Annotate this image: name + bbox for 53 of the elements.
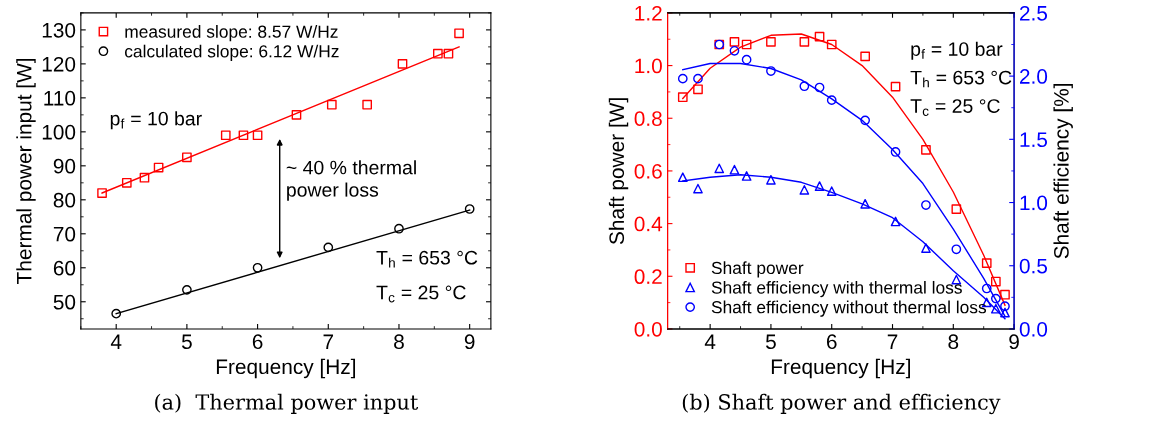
y2-tick-label: 0.0 bbox=[1019, 321, 1048, 337]
y-tick-label: 50 bbox=[53, 294, 76, 310]
y2-tick-label: 0.5 bbox=[1019, 258, 1048, 274]
x-tick-label: 6 bbox=[826, 334, 837, 350]
y-tick-label: 1.0 bbox=[635, 58, 662, 74]
y-tick-label: 1.2 bbox=[635, 5, 662, 21]
y-tick-label: 110 bbox=[44, 90, 76, 106]
y-tick-label: 0.8 bbox=[634, 111, 662, 126]
x-tick-label: 8 bbox=[948, 334, 959, 350]
x-tick-label: 4 bbox=[110, 334, 122, 349]
y-tick-label: 60 bbox=[53, 260, 76, 276]
x-tick-label: 6 bbox=[252, 334, 263, 350]
y-tick-label: 0.2 bbox=[634, 269, 662, 285]
annotation: T$_{h}$ = 653 °C bbox=[910, 70, 1012, 88]
x-tick-label: 5 bbox=[181, 334, 192, 350]
y-tick-label: 130 bbox=[42, 22, 76, 38]
y-tick-label: 0.6 bbox=[634, 163, 662, 179]
y-axis-title: Thermal power input [W] bbox=[16, 58, 36, 284]
legend-label: calculated slope: 6.12 W/Hz bbox=[124, 44, 339, 61]
legend-label: measured slope: 8.57 W/Hz bbox=[125, 25, 338, 42]
text: (a) Thermal power input bbox=[155, 393, 419, 414]
x-tick-label: 9 bbox=[1009, 334, 1019, 350]
y-tick-label: 0.4 bbox=[634, 216, 663, 232]
y-tick-label: 120 bbox=[42, 56, 76, 72]
x-tick-label: 7 bbox=[323, 334, 334, 349]
annotation: T$_{c}$ = 25 °C bbox=[376, 285, 466, 303]
y-tick-label: 0.0 bbox=[634, 321, 662, 337]
text: (b) Shaft power and efficiency bbox=[682, 393, 1001, 415]
y2-axis-title: Shaft efficiency [%] bbox=[1053, 84, 1073, 259]
y-tick-label: 100 bbox=[42, 124, 76, 140]
annotation: p$_{f}$ = 10 bar bbox=[911, 41, 1003, 60]
legend-label: Shaft power bbox=[711, 261, 804, 278]
y-axis-title: Shaft power [W] bbox=[608, 98, 629, 245]
x-tick-label: 5 bbox=[765, 334, 776, 350]
legend-label: Shaft efficiency without thermal loss bbox=[711, 300, 987, 317]
y2-tick-label: 2.5 bbox=[1020, 5, 1048, 21]
x-tick-label: 9 bbox=[464, 334, 475, 350]
y2-tick-label: 2.0 bbox=[1020, 69, 1048, 84]
annotation: T$_{h}$ = 653 °C bbox=[376, 250, 478, 268]
legend-label: Shaft efficiency with thermal loss bbox=[711, 280, 962, 298]
x-axis-title: Frequency [Hz] bbox=[771, 358, 910, 379]
x-axis-title: Frequency [Hz] bbox=[216, 358, 356, 379]
annotation: ~ 40 % thermal power loss bbox=[286, 160, 416, 201]
x-tick-label: 7 bbox=[887, 334, 898, 349]
annotation: p$_{f}$ = 10 bar bbox=[110, 111, 202, 130]
annotation: T$_{c}$ = 25 °C bbox=[910, 99, 1000, 116]
y-tick-label: 90 bbox=[53, 158, 76, 174]
y2-tick-label: 1.0 bbox=[1020, 195, 1048, 211]
y2-tick-label: 1.5 bbox=[1020, 132, 1048, 148]
y-tick-label: 80 bbox=[53, 192, 76, 208]
y-tick-label: 70 bbox=[53, 226, 76, 242]
x-tick-label: 4 bbox=[704, 334, 716, 349]
x-tick-label: 8 bbox=[394, 334, 404, 350]
